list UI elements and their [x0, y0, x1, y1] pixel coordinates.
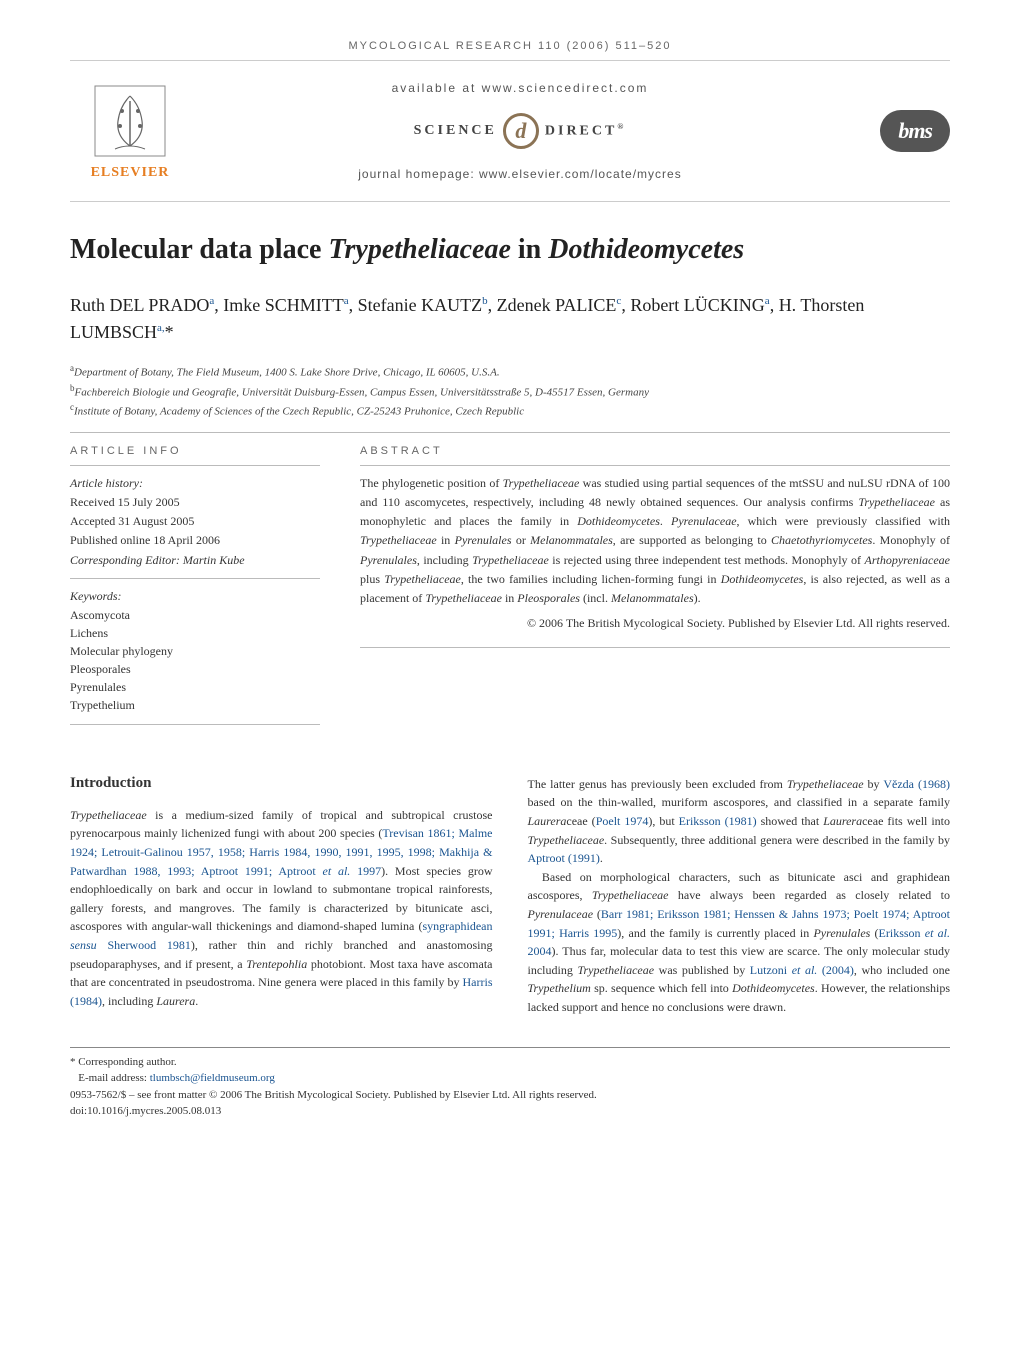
main-body-columns: Introduction Trypetheliaceae is a medium… — [70, 775, 950, 1017]
banner-center: available at www.sciencedirect.com SCIEN… — [190, 81, 850, 181]
received-date: Received 15 July 2005 — [70, 493, 320, 512]
elsevier-logo: ELSEVIER — [70, 76, 190, 186]
article-info-heading: ARTICLE INFO — [70, 445, 320, 457]
journal-header: MYCOLOGICAL RESEARCH 110 (2006) 511–520 — [70, 40, 950, 52]
history-label: Article history: — [70, 474, 320, 493]
email-link[interactable]: tlumbsch@fieldmuseum.org — [150, 1072, 275, 1084]
article-title: Molecular data place Trypetheliaceae in … — [70, 232, 950, 268]
keyword-item: Lichens — [70, 624, 320, 642]
right-column: The latter genus has previously been exc… — [528, 775, 951, 1017]
divider — [70, 432, 950, 433]
abstract-rule — [360, 647, 950, 648]
intro-col1-text: Trypetheliaceae is a medium-sized family… — [70, 806, 493, 1011]
issn-copyright-line: 0953-7562/$ – see front matter © 2006 Th… — [70, 1087, 950, 1104]
left-column: Introduction Trypetheliaceae is a medium… — [70, 775, 493, 1017]
abstract-heading: ABSTRACT — [360, 445, 950, 457]
info-abstract-row: ARTICLE INFO Article history: Received 1… — [70, 445, 950, 725]
abstract-copyright: © 2006 The British Mycological Society. … — [360, 616, 950, 631]
bms-text: bms — [880, 110, 950, 152]
keywords-label: Keywords: — [70, 589, 320, 604]
email-line: E-mail address: tlumbsch@fieldmuseum.org — [70, 1070, 950, 1087]
doi-line: doi:10.1016/j.mycres.2005.08.013 — [70, 1103, 950, 1120]
journal-homepage-text: journal homepage: www.elsevier.com/locat… — [190, 167, 850, 181]
accepted-date: Accepted 31 August 2005 — [70, 512, 320, 531]
sd-circle-icon: d — [503, 113, 539, 149]
corresponding-author-note: * Corresponding author. — [70, 1054, 950, 1071]
footnotes: * Corresponding author. E-mail address: … — [70, 1047, 950, 1120]
intro-col2-text: The latter genus has previously been exc… — [528, 775, 951, 1017]
abstract-column: ABSTRACT The phylogenetic position of Tr… — [360, 445, 950, 725]
keyword-item: Molecular phylogeny — [70, 642, 320, 660]
abstract-text: The phylogenetic position of Trypethelia… — [360, 465, 950, 608]
affiliation-a: aDepartment of Botany, The Field Museum,… — [70, 362, 950, 381]
affiliations: aDepartment of Botany, The Field Museum,… — [70, 362, 950, 419]
bms-logo: bms — [850, 110, 950, 152]
keywords-block: Keywords: AscomycotaLichensMolecular phy… — [70, 589, 320, 725]
affiliation-b: bFachbereich Biologie und Geografie, Uni… — [70, 382, 950, 401]
keyword-item: Ascomycota — [70, 606, 320, 624]
keyword-item: Pyrenulales — [70, 678, 320, 696]
corresponding-editor: Corresponding Editor: Martin Kube — [70, 551, 320, 570]
science-text: SCIENCE — [414, 123, 497, 139]
direct-text: DIRECT® — [545, 122, 626, 140]
available-at-text: available at www.sciencedirect.com — [190, 81, 850, 95]
elsevier-text: ELSEVIER — [75, 165, 185, 181]
authors-list: Ruth DEL PRADOa, Imke SCHMITTa, Stefanie… — [70, 292, 950, 346]
elsevier-tree-icon — [90, 81, 170, 161]
affiliation-c: cInstitute of Botany, Academy of Science… — [70, 401, 950, 420]
publisher-banner: ELSEVIER available at www.sciencedirect.… — [70, 60, 950, 202]
introduction-heading: Introduction — [70, 775, 493, 792]
published-date: Published online 18 April 2006 — [70, 531, 320, 550]
sciencedirect-logo: SCIENCE d DIRECT® — [414, 113, 627, 149]
keyword-item: Pleosporales — [70, 660, 320, 678]
article-info-column: ARTICLE INFO Article history: Received 1… — [70, 445, 320, 725]
keyword-item: Trypethelium — [70, 696, 320, 714]
article-history-block: Article history: Received 15 July 2005 A… — [70, 465, 320, 579]
